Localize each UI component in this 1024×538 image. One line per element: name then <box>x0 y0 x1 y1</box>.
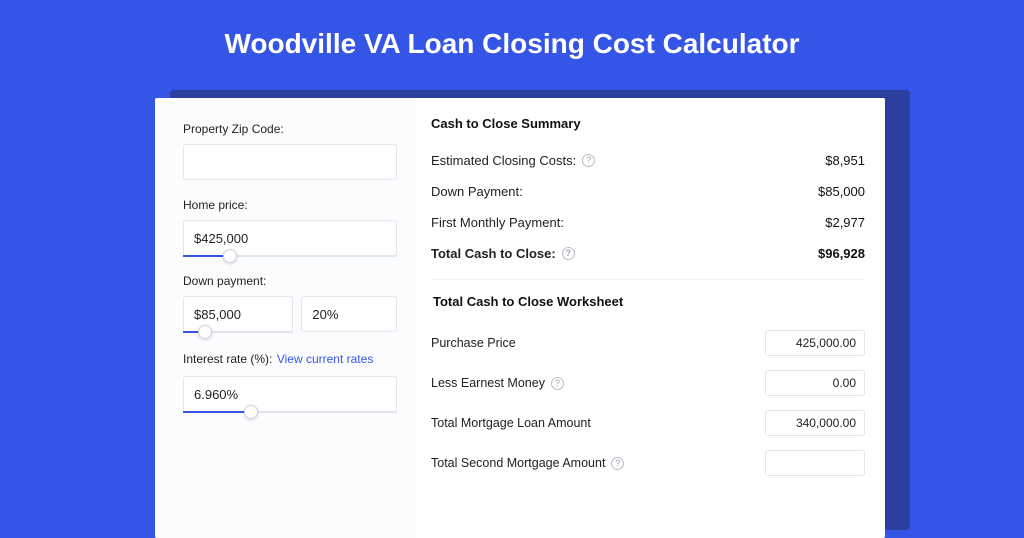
summary-total-label-text: Total Cash to Close: <box>431 246 556 261</box>
down-payment-input-wrap <box>183 296 293 332</box>
help-icon[interactable]: ? <box>562 247 575 260</box>
summary-label: First Monthly Payment: <box>431 215 564 230</box>
worksheet-earnest-money-input[interactable] <box>765 370 865 396</box>
worksheet-second-mortgage-input[interactable] <box>765 450 865 476</box>
summary-value: $8,951 <box>825 153 865 168</box>
results-column: Cash to Close Summary Estimated Closing … <box>415 98 885 538</box>
summary-total-value: $96,928 <box>818 246 865 261</box>
summary-label-text: Estimated Closing Costs: <box>431 153 576 168</box>
worksheet-row-mortgage-amount: Total Mortgage Loan Amount <box>431 403 865 443</box>
worksheet-purchase-price-input[interactable] <box>765 330 865 356</box>
summary-value: $2,977 <box>825 215 865 230</box>
summary-row-closing-costs: Estimated Closing Costs: ? $8,951 <box>431 145 865 176</box>
interest-label: Interest rate (%): <box>183 352 272 366</box>
summary-row-total: Total Cash to Close: ? $96,928 <box>431 238 865 269</box>
summary-label: Down Payment: <box>431 184 523 199</box>
down-payment-pct-input[interactable] <box>301 296 397 332</box>
down-payment-field-group: Down payment: <box>183 274 397 332</box>
worksheet-label-text: Total Mortgage Loan Amount <box>431 416 591 430</box>
interest-label-row: Interest rate (%): View current rates <box>183 350 397 368</box>
interest-input[interactable] <box>183 376 397 412</box>
interest-input-wrap <box>183 376 397 412</box>
summary-row-first-monthly: First Monthly Payment: $2,977 <box>431 207 865 238</box>
down-payment-slider-thumb[interactable] <box>198 325 212 339</box>
summary-label-text: First Monthly Payment: <box>431 215 564 230</box>
worksheet-row-purchase-price: Purchase Price <box>431 323 865 363</box>
worksheet-label: Total Second Mortgage Amount ? <box>431 456 624 470</box>
home-price-input[interactable] <box>183 220 397 256</box>
zip-field-group: Property Zip Code: <box>183 122 397 180</box>
worksheet-row-earnest-money: Less Earnest Money ? <box>431 363 865 403</box>
home-price-slider-thumb[interactable] <box>223 249 237 263</box>
worksheet-row-second-mortgage: Total Second Mortgage Amount ? <box>431 443 865 483</box>
down-payment-label: Down payment: <box>183 274 397 288</box>
down-payment-row <box>183 296 397 332</box>
zip-label: Property Zip Code: <box>183 122 397 136</box>
help-icon[interactable]: ? <box>551 377 564 390</box>
worksheet-title: Total Cash to Close Worksheet <box>431 294 865 309</box>
summary-value: $85,000 <box>818 184 865 199</box>
worksheet-label: Purchase Price <box>431 336 516 350</box>
summary-title: Cash to Close Summary <box>431 116 865 131</box>
summary-label-text: Down Payment: <box>431 184 523 199</box>
calculator-card: Property Zip Code: Home price: Down paym… <box>155 98 885 538</box>
worksheet-label: Total Mortgage Loan Amount <box>431 416 591 430</box>
home-price-input-wrap <box>183 220 397 256</box>
interest-slider-fill <box>183 411 251 413</box>
page-title: Woodville VA Loan Closing Cost Calculato… <box>0 0 1024 78</box>
interest-field-group: Interest rate (%): View current rates <box>183 350 397 412</box>
summary-row-down-payment: Down Payment: $85,000 <box>431 176 865 207</box>
interest-slider-thumb[interactable] <box>244 405 258 419</box>
view-rates-link[interactable]: View current rates <box>277 352 374 366</box>
worksheet-label-text: Purchase Price <box>431 336 516 350</box>
worksheet-mortgage-amount-input[interactable] <box>765 410 865 436</box>
home-price-field-group: Home price: <box>183 198 397 256</box>
summary-label: Estimated Closing Costs: ? <box>431 153 595 168</box>
home-price-label: Home price: <box>183 198 397 212</box>
summary-block: Cash to Close Summary Estimated Closing … <box>431 116 865 280</box>
worksheet-label: Less Earnest Money ? <box>431 376 564 390</box>
form-column: Property Zip Code: Home price: Down paym… <box>155 98 415 538</box>
help-icon[interactable]: ? <box>611 457 624 470</box>
worksheet-label-text: Total Second Mortgage Amount <box>431 456 605 470</box>
help-icon[interactable]: ? <box>582 154 595 167</box>
zip-input[interactable] <box>183 144 397 180</box>
summary-total-label: Total Cash to Close: ? <box>431 246 575 261</box>
worksheet-label-text: Less Earnest Money <box>431 376 545 390</box>
